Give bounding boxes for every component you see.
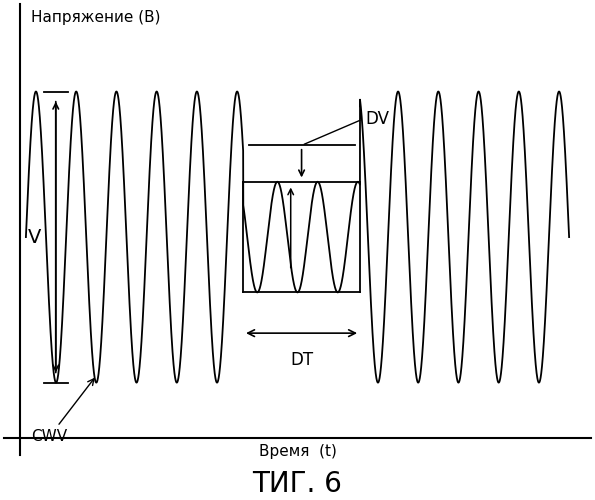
Text: Напряжение (В): Напряжение (В) <box>32 10 161 25</box>
Text: DV: DV <box>365 110 389 128</box>
Text: Время  (t): Время (t) <box>259 444 336 459</box>
Text: ΤИГ. 6: ΤИГ. 6 <box>252 470 343 498</box>
Text: DT: DT <box>290 350 313 368</box>
Text: V: V <box>27 228 40 246</box>
Text: CWV: CWV <box>32 379 94 444</box>
